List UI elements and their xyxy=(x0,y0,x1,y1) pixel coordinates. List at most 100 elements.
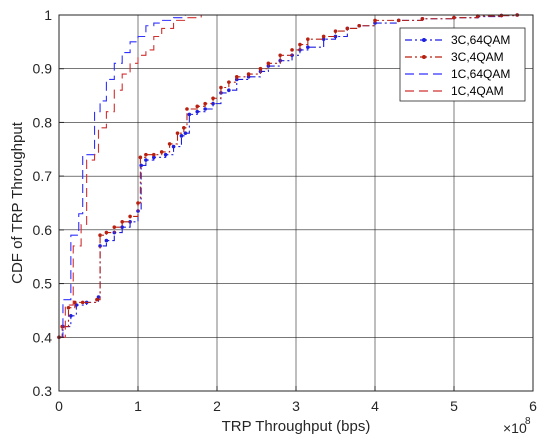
data-point xyxy=(144,158,148,162)
legend-label: 3C,64QAM xyxy=(451,33,510,47)
data-point xyxy=(306,37,310,41)
data-point xyxy=(219,85,223,90)
legend-item: 3C,64QAM xyxy=(405,33,510,47)
data-point xyxy=(298,42,302,47)
data-point xyxy=(80,300,85,305)
data-point xyxy=(321,34,326,39)
y-tick-label: 0.9 xyxy=(33,61,53,77)
series-1c-64qam xyxy=(59,15,186,338)
data-point xyxy=(345,26,350,31)
series-line xyxy=(59,14,518,338)
y-axis-title: CDF of TRP Throughput xyxy=(9,121,26,284)
data-point xyxy=(98,244,102,248)
data-point xyxy=(179,134,184,138)
data-point xyxy=(183,131,188,135)
y-tick-label: 0.4 xyxy=(33,329,53,345)
data-point xyxy=(69,314,73,318)
legend-items: 3C,64QAM 3C,4QAM 1C,64QAM 1C,4QAM xyxy=(405,33,510,98)
data-point xyxy=(373,18,377,23)
legend-marker xyxy=(422,55,426,59)
data-point xyxy=(420,16,425,21)
data-point xyxy=(258,66,263,71)
data-point xyxy=(104,230,109,235)
data-point xyxy=(167,142,172,146)
data-point xyxy=(227,88,231,92)
data-point xyxy=(152,152,156,157)
x-multiplier-label: ×10 xyxy=(503,420,527,436)
data-point xyxy=(144,152,148,157)
y-tick-label: 0.6 xyxy=(33,222,53,238)
data-point xyxy=(211,96,215,101)
series-1c-4qam xyxy=(59,15,202,338)
data-point xyxy=(227,80,231,84)
x-tick-label: 2 xyxy=(213,398,221,414)
data-point xyxy=(152,155,156,160)
data-point xyxy=(357,23,362,28)
data-point xyxy=(95,297,99,302)
y-tick-labels: 0.3 0.4 0.5 0.6 0.7 0.8 0.9 1 xyxy=(33,7,53,399)
data-point xyxy=(74,303,79,307)
data-point xyxy=(182,126,186,130)
data-point xyxy=(120,220,124,224)
y-tick-label: 0.7 xyxy=(33,168,53,184)
data-point xyxy=(452,15,456,20)
data-point xyxy=(333,34,338,39)
data-point xyxy=(321,37,326,41)
data-point xyxy=(203,107,207,111)
data-point xyxy=(278,53,283,58)
data-point xyxy=(499,13,504,18)
data-point xyxy=(163,152,168,157)
data-point xyxy=(136,201,140,205)
x-tick-label: 5 xyxy=(450,398,458,414)
y-tick-label: 0.3 xyxy=(33,383,53,399)
y-tick-label: 1 xyxy=(44,7,52,23)
data-point xyxy=(66,305,71,310)
data-point xyxy=(266,61,271,66)
series-line xyxy=(59,15,202,338)
legend-item: 1C,4QAM xyxy=(405,84,504,98)
series-layer xyxy=(57,13,519,340)
data-point xyxy=(96,295,101,299)
y-tick-label: 0.5 xyxy=(33,276,53,292)
x-tick-label: 0 xyxy=(55,398,63,414)
x-tick-label: 3 xyxy=(292,398,300,414)
data-point xyxy=(139,163,143,168)
series-3c-4qam xyxy=(57,13,519,340)
data-point xyxy=(187,112,192,117)
legend-item: 3C,4QAM xyxy=(405,50,504,64)
data-point xyxy=(306,45,310,50)
legend-item: 1C,64QAM xyxy=(405,67,510,81)
data-point xyxy=(112,225,117,229)
x-tick-labels: 0 1 2 3 4 5 6 xyxy=(55,398,537,414)
data-point xyxy=(104,238,109,243)
series-line xyxy=(59,15,186,338)
data-point xyxy=(195,104,200,109)
legend-label: 1C,64QAM xyxy=(451,67,510,81)
legend-label: 3C,4QAM xyxy=(451,50,504,64)
data-point xyxy=(396,18,401,23)
data-point xyxy=(128,214,132,219)
data-point xyxy=(211,101,215,106)
data-point xyxy=(73,300,77,305)
x-multiplier-exponent: 8 xyxy=(525,416,531,427)
data-point xyxy=(185,107,189,111)
x-tick-label: 4 xyxy=(371,398,379,414)
data-point xyxy=(195,109,200,114)
x-tick-label: 1 xyxy=(134,398,142,414)
legend-label: 1C,4QAM xyxy=(451,84,504,98)
y-tick-label: 0.8 xyxy=(33,114,53,130)
axis-ticks xyxy=(58,14,534,392)
data-point xyxy=(175,131,180,135)
data-point xyxy=(333,29,338,33)
data-point xyxy=(290,48,294,52)
data-point xyxy=(246,72,251,76)
data-point xyxy=(203,101,207,106)
legend-marker xyxy=(422,38,426,42)
data-point xyxy=(234,74,239,79)
data-point xyxy=(159,150,164,154)
data-point xyxy=(120,225,124,229)
data-point xyxy=(138,155,143,160)
data-point xyxy=(171,144,176,149)
data-point xyxy=(98,233,102,238)
